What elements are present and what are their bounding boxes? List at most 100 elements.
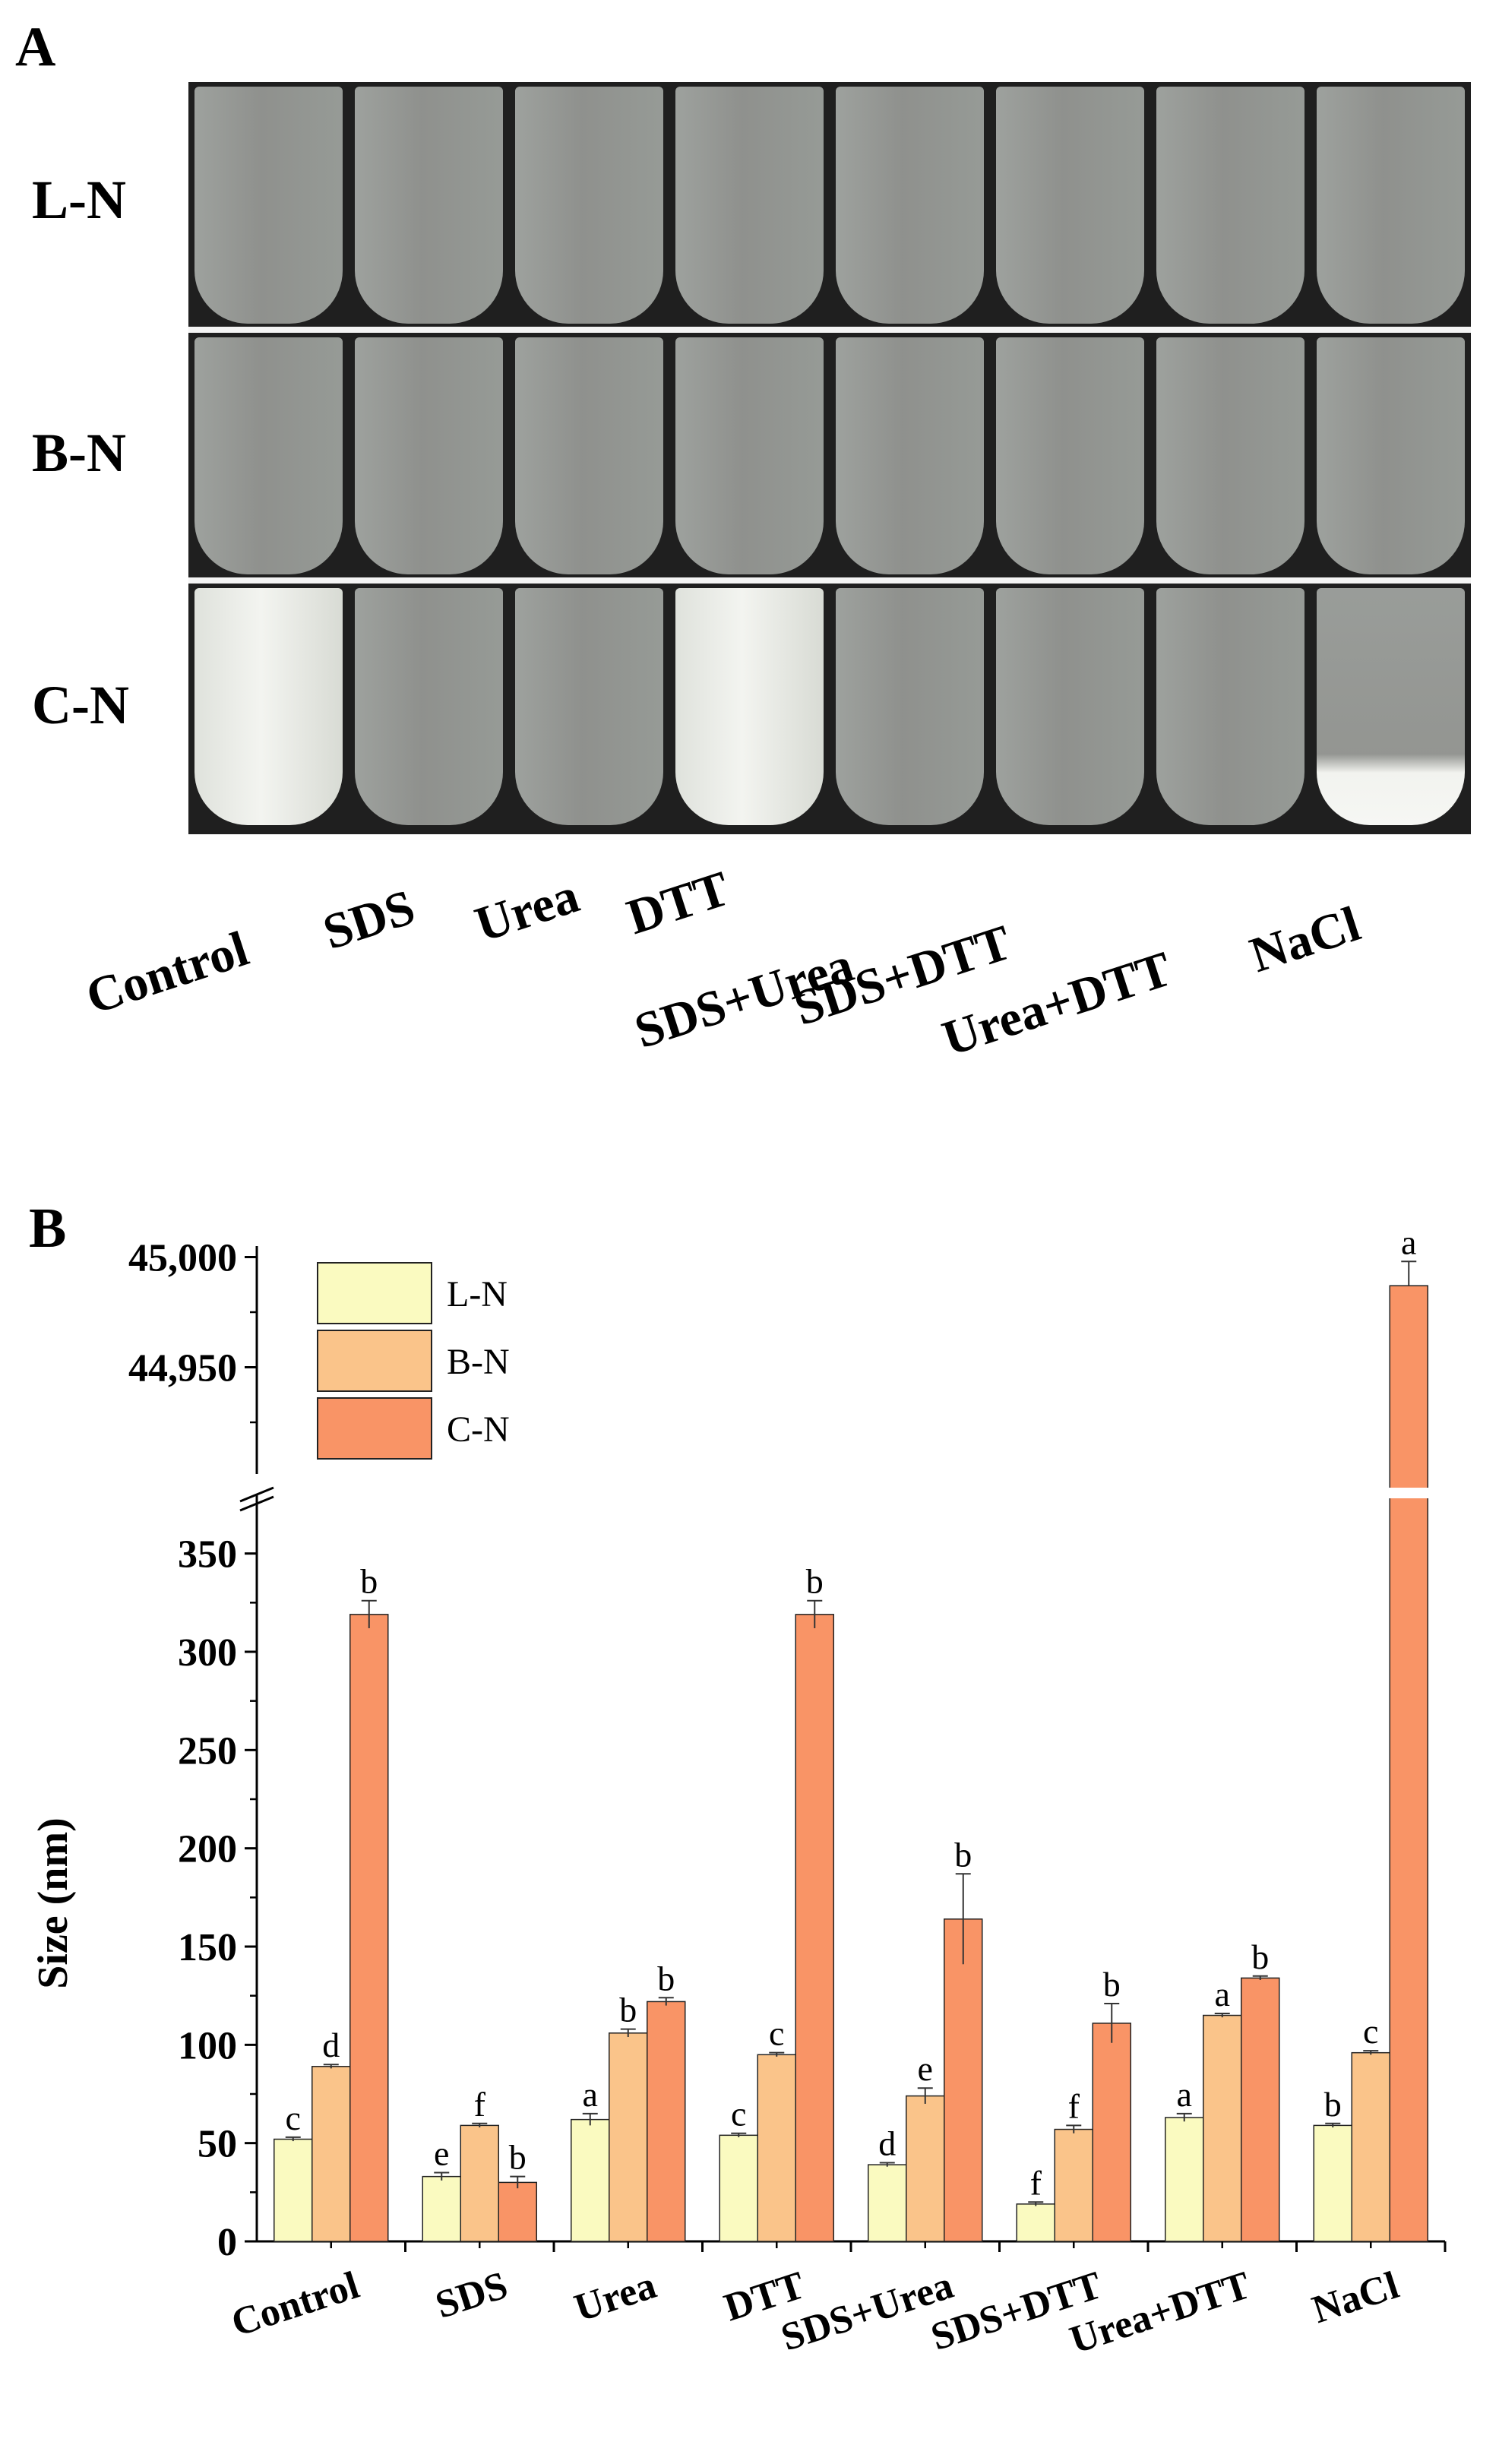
bar-l-n-sds	[422, 2175, 461, 2242]
x-tick-label: Urea	[569, 2263, 661, 2330]
bar-l-n-nacl	[1313, 2124, 1352, 2242]
x-tick-label: Control	[226, 2263, 365, 2345]
significance-letter: b	[619, 1991, 637, 2029]
significance-letter: b	[509, 2138, 527, 2177]
bar-c-n-urea	[647, 2001, 686, 2242]
bar-l-n-dtt	[719, 2134, 758, 2242]
panel-b-letter: B	[29, 1197, 67, 1260]
legend-swatch-c-n	[317, 1397, 432, 1460]
legend-swatch-l-n	[317, 1262, 432, 1324]
legend-label-l-n: L-N	[447, 1274, 508, 1314]
tube-row-b-n	[188, 333, 1471, 577]
row-label-c-n: C-N	[32, 675, 129, 735]
significance-letter: f	[1068, 2086, 1080, 2125]
tube-row-c-n	[188, 584, 1471, 828]
y-tick-label: 0	[217, 2221, 237, 2264]
bar-l-n-sds+urea	[868, 2164, 907, 2242]
significance-letter: c	[731, 2095, 746, 2133]
tube-b-n-dtt	[675, 337, 824, 574]
tube-b-n-urea	[515, 337, 663, 574]
tube-c-n-urea	[515, 588, 663, 825]
significance-letter: a	[1177, 2075, 1192, 2114]
tube-l-n-control	[194, 87, 343, 324]
tube-l-n-nacl	[1317, 87, 1465, 324]
x-tick-label: SDS	[431, 2263, 513, 2327]
significance-letter: b	[360, 1562, 378, 1601]
tube-photo	[188, 82, 1471, 834]
bar-c-n-urea+dtt	[1241, 1977, 1280, 2242]
y-tick-label: 350	[178, 1533, 237, 1577]
panel-a-letter: A	[15, 16, 56, 78]
tube-l-n-urea-dtt	[1156, 87, 1305, 324]
tube-label-urea: Urea	[468, 868, 586, 954]
significance-letter: a	[1215, 1975, 1230, 2013]
bar-break-gap	[1387, 1488, 1431, 1498]
bar-c-n-sds	[498, 2181, 537, 2242]
bar-c-n-dtt	[795, 1614, 834, 2242]
tube-c-n-sds-dtt	[996, 588, 1144, 825]
significance-letter: b	[1103, 1965, 1121, 2004]
bar-l-n-urea	[571, 2118, 610, 2242]
row-label-l-n: L-N	[32, 169, 126, 230]
bar-b-n-nacl	[1351, 2051, 1390, 2242]
bar-c-n-nacl	[1389, 1285, 1428, 2242]
significance-letter: a	[583, 2075, 598, 2114]
significance-letter: b	[954, 1835, 972, 1874]
legend-label-b-n: B-N	[447, 1342, 510, 1382]
tube-l-n-sds-dtt	[996, 87, 1144, 324]
tube-l-n-sds-urea	[836, 87, 984, 324]
bar-b-n-sds+dtt	[1054, 2128, 1093, 2242]
significance-letter: b	[657, 1959, 675, 1997]
significance-letter: b	[1324, 2085, 1342, 2124]
bar-c-n-control	[349, 1614, 389, 2242]
significance-letter: f	[474, 2085, 486, 2124]
bar-b-n-control	[312, 2066, 351, 2242]
significance-letter: a	[1401, 1223, 1416, 1261]
significance-letter: b	[806, 1562, 824, 1601]
legend-swatch-b-n	[317, 1330, 432, 1392]
row-divider	[188, 327, 1471, 333]
size-bar-chart: 0 50 100 150 200 250 300 350 44,950 45,000 Size (n…	[30, 1223, 1447, 2362]
bar-l-n-control	[274, 2138, 313, 2242]
significance-letter: d	[322, 2026, 340, 2064]
y-tick-label: 100	[178, 2024, 237, 2067]
bar-b-n-sds+urea	[906, 2095, 945, 2242]
tube-c-n-urea-dtt	[1156, 588, 1305, 825]
legend-label-c-n: C-N	[447, 1409, 510, 1450]
tube-c-n-dtt	[675, 588, 824, 825]
x-tick-label: NaCl	[1307, 2263, 1404, 2332]
significance-letter: e	[434, 2133, 449, 2172]
tube-label-control: Control	[79, 921, 255, 1026]
bar-b-n-sds	[460, 2124, 499, 2242]
significance-letter: c	[769, 2014, 784, 2053]
significance-letter: b	[1251, 1937, 1269, 1976]
axis-break-mark	[239, 1486, 274, 1503]
tube-l-n-urea	[515, 87, 663, 324]
tube-l-n-dtt	[675, 87, 824, 324]
bar-b-n-urea+dtt	[1203, 2014, 1242, 2242]
significance-letter: f	[1030, 2163, 1042, 2202]
y-tick-label: 44,950	[128, 1347, 237, 1390]
tube-b-n-nacl	[1317, 337, 1465, 574]
tube-c-n-sds	[355, 588, 503, 825]
tube-b-n-sds	[355, 337, 503, 574]
tube-label-sds: SDS	[316, 879, 422, 961]
tube-row-l-n	[188, 82, 1471, 327]
tube-l-n-sds	[355, 87, 503, 324]
y-tick-label: 250	[178, 1729, 237, 1773]
significance-letter: e	[918, 2049, 933, 2088]
tube-label-dtt: DTT	[620, 860, 736, 946]
y-tick-label: 200	[178, 1828, 237, 1871]
axis-break-mark	[239, 1495, 274, 1512]
y-tick-label: 150	[178, 1926, 237, 1969]
tube-c-n-sds-urea	[836, 588, 984, 825]
bar-c-n-sds+urea	[944, 1918, 983, 2242]
tube-c-n-nacl	[1317, 588, 1465, 825]
y-tick-label: 50	[198, 2123, 237, 2166]
tube-b-n-urea-dtt	[1156, 337, 1305, 574]
significance-letter: c	[286, 2099, 301, 2137]
x-tick-label: SDS+Urea	[776, 2263, 958, 2359]
significance-letter: d	[878, 2124, 896, 2163]
bar-b-n-urea	[609, 2032, 648, 2242]
tube-b-n-sds-urea	[836, 337, 984, 574]
